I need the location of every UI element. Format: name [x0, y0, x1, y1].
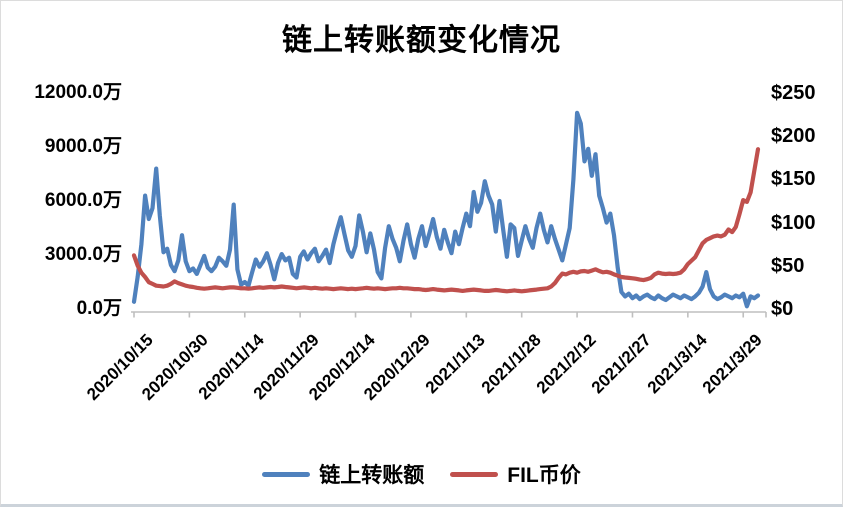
y-axis-label-right: $250 — [771, 82, 816, 104]
legend: 链上转账额 FIL币价 — [1, 459, 842, 489]
y-axis-label-right: $200 — [771, 125, 816, 148]
y-axis-label-right: $100 — [771, 211, 816, 234]
transfer-line-swatch-icon — [262, 471, 311, 477]
y-axis-label-left: 6000.0万 — [44, 190, 122, 211]
fil-price-swatch-icon — [450, 471, 499, 477]
y-axis-label-left: 3000.0万 — [44, 244, 122, 265]
transfer-amount-line — [131, 110, 761, 309]
chart-title: 链上转账额变化情况 — [282, 24, 561, 57]
y-axis-label-right: $50 — [771, 254, 805, 277]
legend-label-transfer-amount: 链上转账额 — [319, 464, 425, 487]
y-axis-label-right: $150 — [771, 168, 816, 191]
legend-item-fil-price: FIL币价 — [450, 459, 581, 489]
y-axis-label-left: 12000.0万 — [34, 82, 122, 103]
y-axis-label-left: 9000.0万 — [44, 136, 122, 157]
legend-item-transfer-amount: 链上转账额 — [262, 459, 424, 489]
y-axis-label-right: $0 — [771, 298, 794, 320]
legend-label-fil-price: FIL币价 — [507, 464, 581, 487]
y-axis-label-left: 0.0万 — [76, 298, 122, 319]
fil-price-line — [131, 147, 761, 294]
